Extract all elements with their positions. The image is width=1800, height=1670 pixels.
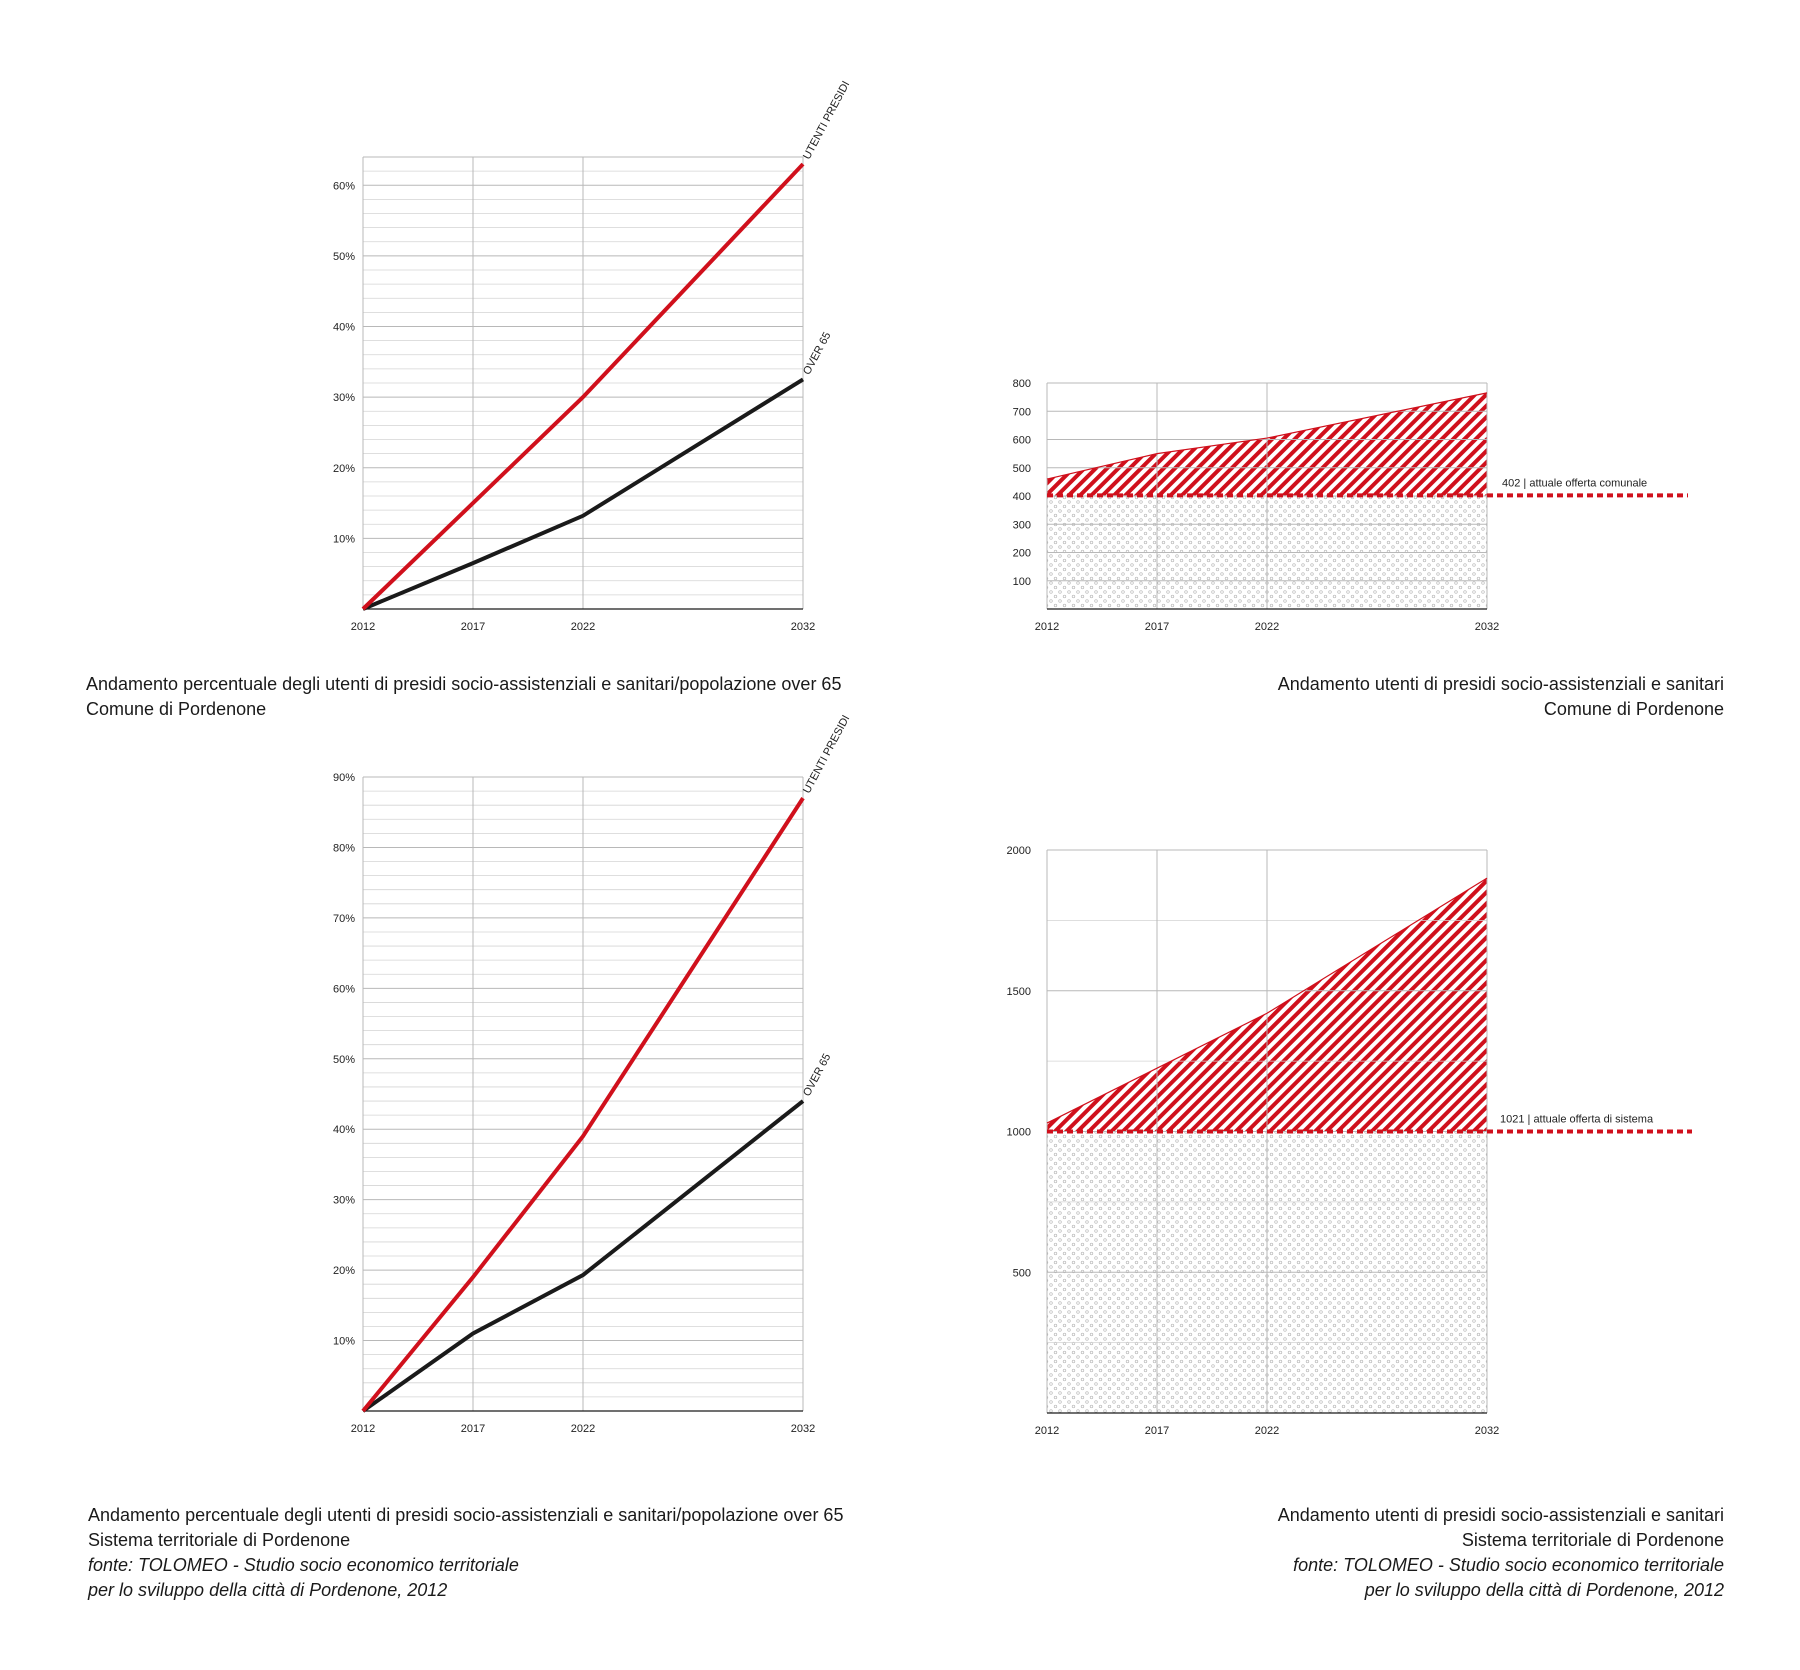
y-tick-label: 600	[1013, 435, 1031, 447]
area-top-edge	[1046, 877, 1488, 1124]
y-tick-label: 70%	[333, 913, 355, 925]
y-tick-label: 500	[1013, 463, 1031, 475]
series-label: OVER 65	[801, 1052, 833, 1099]
y-tick-label: 300	[1013, 519, 1031, 531]
series-line	[362, 377, 805, 611]
series-line	[361, 1099, 805, 1413]
caption-sistema-utenti: Andamento utenti di presidi socio-assist…	[924, 1503, 1724, 1603]
y-tick-label: 40%	[333, 322, 355, 334]
x-tick-label: 2022	[571, 1423, 595, 1435]
y-tick-label: 1000	[1007, 1127, 1031, 1139]
x-tick-label: 2012	[351, 621, 375, 633]
caption-line: Sistema territoriale di Pordenone	[1461, 1530, 1724, 1550]
series-label: OVER 65	[801, 330, 833, 377]
y-tick-label: 80%	[333, 842, 355, 854]
caption-sistema-percentuale: Andamento percentuale degli utenti di pr…	[88, 1503, 908, 1603]
x-tick-label: 2032	[1475, 621, 1499, 633]
y-tick-label: 500	[1013, 1267, 1031, 1279]
y-tick-label: 400	[1013, 491, 1031, 503]
y-tick-label: 60%	[333, 983, 355, 995]
caption-line: Andamento percentuale degli utenti di pr…	[86, 674, 842, 694]
y-tick-label: 60%	[333, 180, 355, 192]
x-tick-label: 2032	[1475, 1425, 1499, 1437]
chart-comune-utenti: 2012 2017 2022 2032 100 200 300 400 500 600 700 800…	[1013, 378, 1688, 633]
series-line	[361, 162, 805, 611]
chart-sistema-utenti: 2012 2017 2022 2032 500 1000 1500 2000 1021 | at…	[1007, 845, 1692, 1437]
y-tick-label: 100	[1013, 576, 1031, 588]
caption-comune-utenti: Andamento utenti di presidi socio-assist…	[924, 672, 1724, 722]
area-top-edge	[1046, 392, 1488, 480]
y-tick-label: 700	[1013, 406, 1031, 418]
y-tick-label: 30%	[333, 1195, 355, 1207]
x-tick-label: 2022	[1255, 1425, 1279, 1437]
chart-comune-percentuale: 2012 2017 2022 2032 10% 20% 30% 40% 50% 60% OVER 6…	[333, 79, 852, 633]
y-tick-label: 50%	[333, 251, 355, 263]
series-label: UTENTI PRESIDI	[801, 713, 852, 795]
reference-line-label: 1021 | attuale offerta di sistema	[1500, 1114, 1654, 1126]
y-tick-label: 40%	[333, 1124, 355, 1136]
y-tick-label: 10%	[333, 533, 355, 545]
caption-comune-percentuale: Andamento percentuale degli utenti di pr…	[86, 672, 886, 722]
y-tick-label: 20%	[333, 463, 355, 475]
caption-source: fonte: TOLOMEO - Studio socio economico …	[88, 1555, 519, 1575]
x-tick-label: 2022	[1255, 621, 1279, 633]
y-tick-label: 1500	[1007, 986, 1031, 998]
caption-source: per lo sviluppo della città di Pordenone…	[1364, 1580, 1724, 1600]
x-tick-label: 2032	[791, 621, 815, 633]
caption-source: per lo sviluppo della città di Pordenone…	[88, 1580, 448, 1600]
x-tick-label: 2012	[351, 1423, 375, 1435]
x-tick-label: 2012	[1035, 621, 1059, 633]
x-tick-label: 2017	[1145, 1425, 1169, 1437]
series-label: UTENTI PRESIDI	[801, 79, 852, 161]
caption-line: Comune di Pordenone	[86, 699, 267, 719]
x-tick-label: 2032	[791, 1423, 815, 1435]
x-tick-label: 2017	[1145, 621, 1169, 633]
y-tick-label: 30%	[333, 392, 355, 404]
chart-sistema-percentuale: 2012 2017 2022 2032 10% 20% 30% 40% 50% 60% 70% 80%…	[333, 713, 852, 1435]
caption-line: Sistema territoriale di Pordenone	[88, 1530, 351, 1550]
y-tick-label: 10%	[333, 1336, 355, 1348]
x-tick-label: 2022	[571, 621, 595, 633]
y-tick-label: 90%	[333, 772, 355, 784]
y-tick-label: 800	[1013, 378, 1031, 390]
x-tick-label: 2012	[1035, 1425, 1059, 1437]
y-tick-label: 200	[1013, 548, 1031, 560]
caption-source: fonte: TOLOMEO - Studio socio economico …	[1293, 1555, 1724, 1575]
caption-line: Andamento utenti di presidi socio-assist…	[1277, 674, 1724, 694]
reference-line-label: 402 | attuale offerta comunale	[1502, 477, 1647, 489]
y-tick-label: 20%	[333, 1265, 355, 1277]
x-tick-label: 2017	[461, 1423, 485, 1435]
caption-line: Comune di Pordenone	[1543, 699, 1724, 719]
series-line	[361, 797, 805, 1413]
x-tick-label: 2017	[461, 621, 485, 633]
caption-line: Andamento utenti di presidi socio-assist…	[1277, 1505, 1724, 1525]
y-tick-label: 50%	[333, 1054, 355, 1066]
y-tick-label: 2000	[1007, 845, 1031, 857]
caption-line: Andamento percentuale degli utenti di pr…	[88, 1505, 844, 1525]
